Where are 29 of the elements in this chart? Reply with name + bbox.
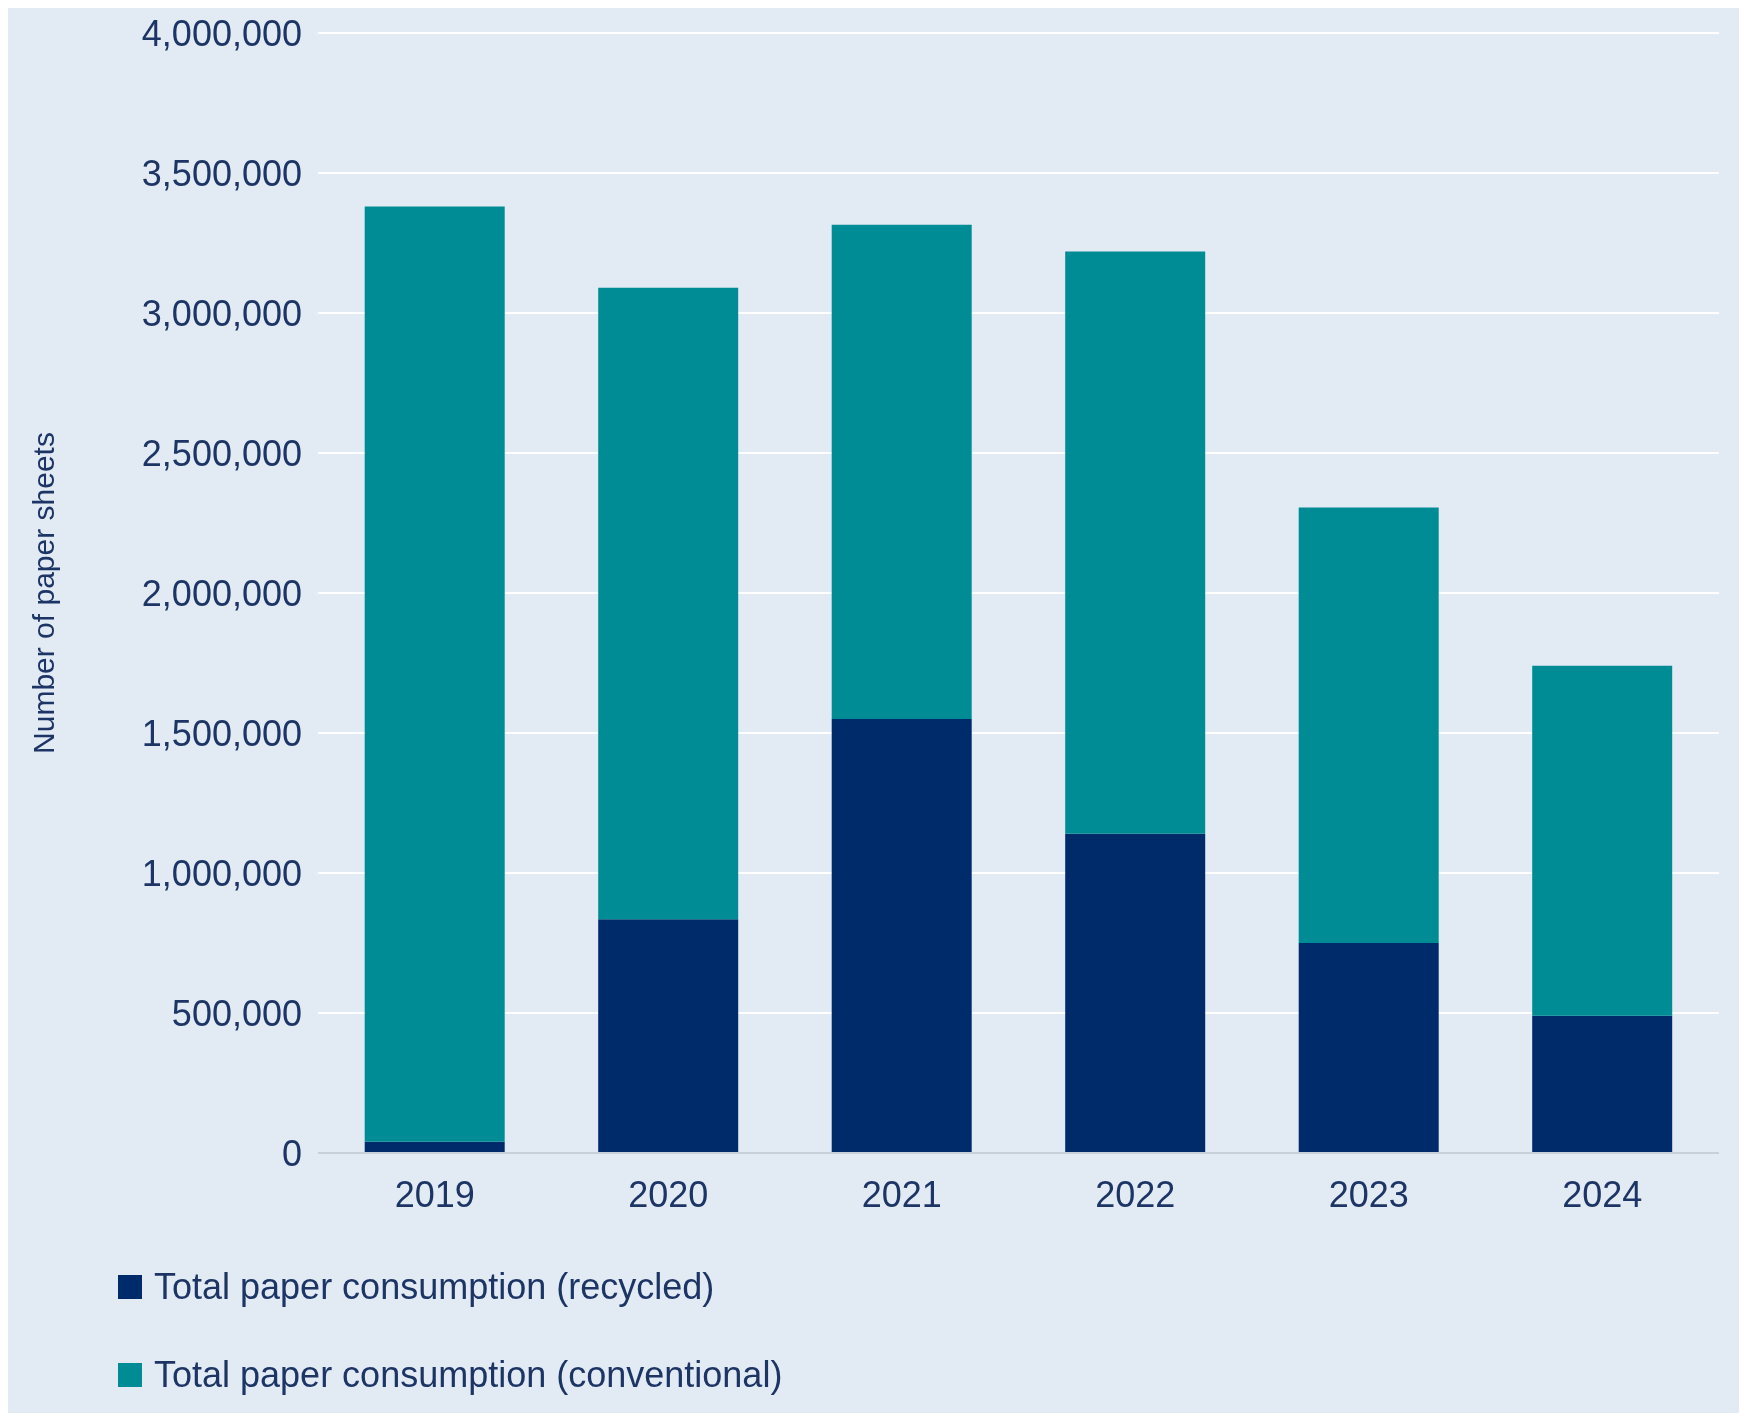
bar bbox=[1065, 833, 1206, 1153]
y-tick-label: 3,000,000 bbox=[141, 292, 302, 334]
bar bbox=[598, 919, 739, 1153]
x-tick-label: 2020 bbox=[628, 1173, 709, 1215]
y-tick-label: 1,500,000 bbox=[141, 712, 302, 754]
y-tick-label: 1,000,000 bbox=[141, 852, 302, 894]
bar bbox=[831, 224, 972, 719]
legend-label: Total paper consumption (conventional) bbox=[154, 1354, 783, 1396]
bar bbox=[1532, 1015, 1673, 1153]
y-tick-label: 0 bbox=[281, 1132, 302, 1174]
y-tick-label: 3,500,000 bbox=[141, 152, 302, 194]
bar bbox=[1532, 665, 1673, 1016]
bar bbox=[598, 287, 739, 920]
y-axis-title: Number of paper sheets bbox=[26, 432, 60, 754]
bar bbox=[1298, 507, 1439, 943]
y-tick-label: 2,000,000 bbox=[141, 572, 302, 614]
bar bbox=[831, 719, 972, 1153]
bar bbox=[1065, 251, 1206, 834]
x-tick-label: 2019 bbox=[394, 1173, 475, 1215]
y-tick-label: 500,000 bbox=[171, 992, 302, 1034]
x-tick-label: 2023 bbox=[1328, 1173, 1409, 1215]
y-tick-label: 2,500,000 bbox=[141, 432, 302, 474]
x-tick-label: 2024 bbox=[1562, 1173, 1643, 1215]
legend-label: Total paper consumption (recycled) bbox=[154, 1266, 715, 1308]
x-tick-label: 2022 bbox=[1095, 1173, 1176, 1215]
y-tick-label: 4,000,000 bbox=[141, 12, 302, 54]
bar bbox=[1298, 943, 1439, 1153]
bar bbox=[364, 206, 505, 1142]
x-tick-label: 2021 bbox=[861, 1173, 942, 1215]
